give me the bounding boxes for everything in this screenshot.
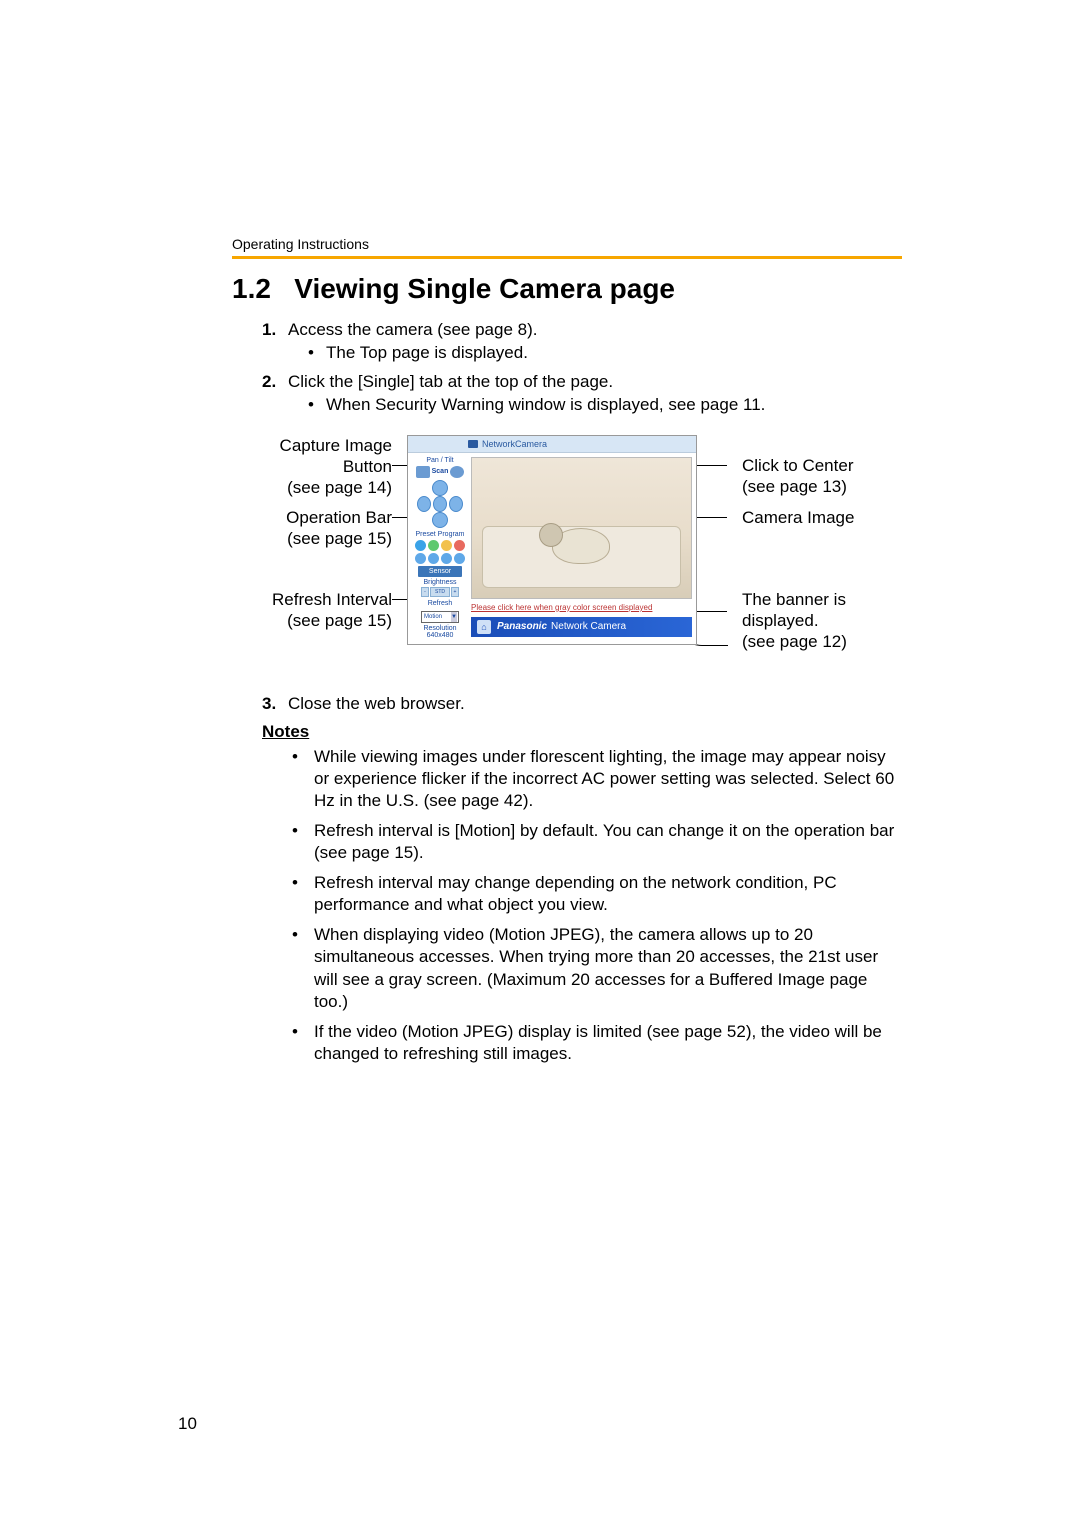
section-title: 1.2 Viewing Single Camera page	[232, 273, 902, 305]
preset-2-button[interactable]	[428, 540, 439, 551]
center-button[interactable]	[433, 496, 447, 512]
header-rule	[232, 256, 902, 259]
program-3-button[interactable]	[441, 553, 452, 564]
banner-text: Network Camera	[551, 621, 626, 632]
pan-tilt-label: Pan / Tilt	[412, 457, 468, 464]
label-click-center-2: (see page 13)	[742, 476, 902, 497]
brightness-std-button[interactable]: STD	[430, 587, 450, 597]
refresh-label: Refresh	[412, 600, 468, 607]
note-1: While viewing images under florescent li…	[292, 746, 902, 812]
brand-banner[interactable]: ⌂ Panasonic Network Camera	[471, 617, 692, 637]
scan-label: Scan	[432, 468, 449, 475]
operation-bar: Pan / Tilt Scan	[412, 457, 468, 639]
preset-label: Preset	[415, 531, 435, 538]
banner-icon: ⌂	[477, 620, 491, 634]
note-5: If the video (Motion JPEG) display is li…	[292, 1021, 902, 1065]
label-refresh-interval-2: (see page 15)	[232, 610, 392, 631]
brightness-label: Brightness	[412, 579, 468, 586]
step-2-sub-1: When Security Warning window is displaye…	[308, 394, 902, 417]
scan-button[interactable]	[450, 466, 464, 478]
program-1-button[interactable]	[415, 553, 426, 564]
tilt-up-button[interactable]	[432, 480, 448, 496]
label-banner-2: displayed.	[742, 610, 902, 631]
refresh-interval-select[interactable]: Motion	[421, 611, 459, 623]
brightness-inc-button[interactable]: +	[451, 587, 459, 597]
step-2: 2. Click the [Single] tab at the top of …	[262, 371, 902, 417]
manual-page: Operating Instructions 1.2 Viewing Singl…	[0, 0, 1080, 1528]
note-4: When displaying video (Motion JPEG), the…	[292, 924, 902, 1012]
steps-list: 1. Access the camera (see page 8). The T…	[262, 319, 902, 417]
program-2-button[interactable]	[428, 553, 439, 564]
step-1-number: 1.	[262, 319, 276, 342]
resolution-value: 640x480	[412, 632, 468, 639]
label-capture-image-1: Capture Image	[232, 435, 392, 456]
step-1-text: Access the camera (see page 8).	[288, 320, 537, 339]
banner-brand: Panasonic	[497, 621, 547, 632]
gray-screen-link[interactable]: Please click here when gray color screen…	[471, 603, 652, 612]
program-4-button[interactable]	[454, 553, 465, 564]
camera-ui-screenshot: NetworkCamera Pan / Tilt Scan	[407, 435, 697, 645]
brightness-bar: - STD +	[412, 587, 468, 597]
section-text: Viewing Single Camera page	[294, 273, 675, 304]
step-1-sub: The Top page is displayed.	[308, 342, 902, 365]
label-capture-image-2: Button	[232, 456, 392, 477]
callout-line	[697, 517, 727, 518]
step-2-number: 2.	[262, 371, 276, 394]
notes-heading: Notes	[262, 722, 902, 742]
label-camera-image: Camera Image	[742, 507, 902, 528]
resolution-label: Resolution	[412, 625, 468, 632]
label-operation-bar-2: (see page 15)	[232, 528, 392, 549]
notes-list: While viewing images under florescent li…	[292, 746, 902, 1065]
label-banner-3: (see page 12)	[742, 631, 902, 652]
step-2-text: Click the [Single] tab at the top of the…	[288, 372, 613, 391]
program-label: Program	[438, 531, 465, 538]
sensor-button[interactable]: Sensor	[418, 566, 462, 577]
step-3-text: Close the web browser.	[288, 694, 465, 713]
step-3-list: 3. Close the web browser.	[262, 693, 902, 716]
camera-image-area[interactable]	[471, 457, 692, 599]
step-3: 3. Close the web browser.	[262, 693, 902, 716]
note-2: Refresh interval is [Motion] by default.…	[292, 820, 902, 864]
titlebar-text: NetworkCamera	[482, 439, 547, 449]
page-number: 10	[178, 1414, 197, 1434]
preset-1-button[interactable]	[415, 540, 426, 551]
image-dog	[552, 528, 610, 564]
step-3-number: 3.	[262, 693, 276, 716]
label-click-center-1: Click to Center	[742, 455, 902, 476]
label-refresh-interval-1: Refresh Interval	[232, 589, 392, 610]
pan-right-button[interactable]	[449, 496, 463, 512]
camera-ui-body: Pan / Tilt Scan	[408, 453, 696, 647]
tilt-down-button[interactable]	[432, 512, 448, 528]
step-1-sub-1: The Top page is displayed.	[308, 342, 902, 365]
section-number: 1.2	[232, 273, 271, 304]
callout-line	[697, 611, 727, 612]
note-3: Refresh interval may change depending on…	[292, 872, 902, 916]
preset-3-button[interactable]	[441, 540, 452, 551]
pan-tilt-pad	[417, 480, 463, 528]
callout-line	[697, 465, 727, 466]
brightness-dec-button[interactable]: -	[421, 587, 429, 597]
label-banner-1: The banner is	[742, 589, 902, 610]
figure-region: Capture Image Button (see page 14) Opera…	[232, 435, 902, 665]
preset-4-button[interactable]	[454, 540, 465, 551]
label-capture-image-3: (see page 14)	[232, 477, 392, 498]
label-operation-bar-1: Operation Bar	[232, 507, 392, 528]
browser-titlebar: NetworkCamera	[408, 436, 696, 453]
pan-left-button[interactable]	[417, 496, 431, 512]
step-1: 1. Access the camera (see page 8). The T…	[262, 319, 902, 365]
running-header: Operating Instructions	[232, 236, 902, 252]
camera-icon	[468, 440, 478, 448]
step-2-sub: When Security Warning window is displaye…	[308, 394, 902, 417]
home-button[interactable]	[416, 466, 430, 478]
